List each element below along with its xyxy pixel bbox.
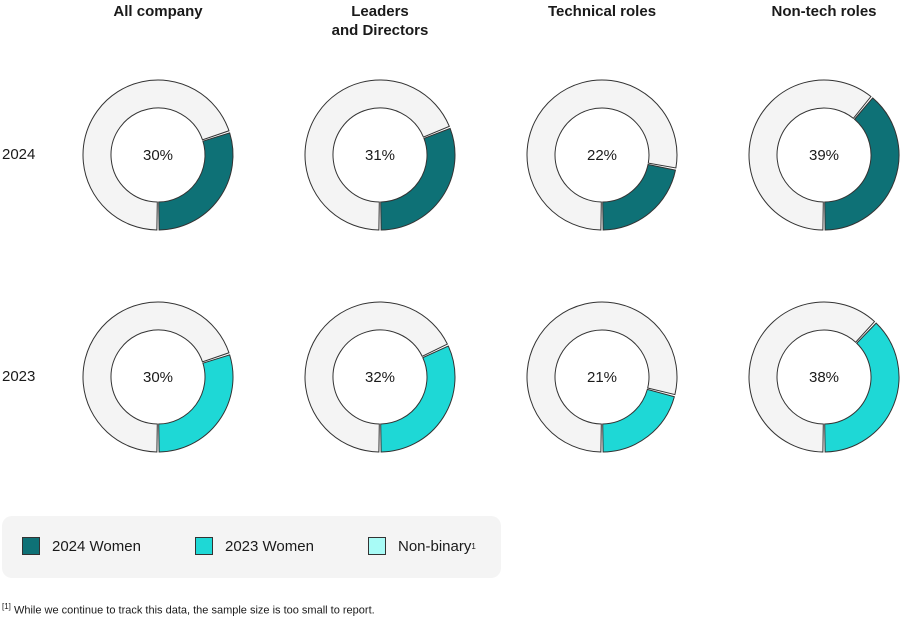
women-segment bbox=[824, 97, 900, 231]
legend-label: 2024 Women bbox=[52, 537, 141, 555]
legend: 2024 Women 2023 Women Non-binary 1 bbox=[2, 516, 501, 578]
value-label: 30% bbox=[143, 369, 173, 386]
women-segment bbox=[602, 388, 675, 453]
remainder-segment bbox=[82, 79, 230, 231]
value-label: 38% bbox=[809, 369, 839, 386]
legend-item-nonbinary: Non-binary 1 bbox=[368, 537, 476, 555]
col-title-0: All company bbox=[113, 3, 203, 20]
donut-2023-2: 21% bbox=[526, 301, 678, 453]
footnote: [1] While we continue to track this data… bbox=[2, 602, 375, 617]
footnote-ref: 1 bbox=[471, 541, 476, 551]
remainder-segment bbox=[304, 301, 449, 453]
donut-grid: 30% 31% 22% 39% 30% 32% 21% 38% bbox=[82, 79, 900, 453]
donut-2023-1: 32% bbox=[304, 301, 456, 453]
legend-label: Non-binary bbox=[398, 537, 472, 555]
women-segment bbox=[380, 127, 456, 231]
row-label-2023: 2023 bbox=[2, 368, 36, 385]
remainder-segment bbox=[748, 301, 876, 453]
donut-2023-0: 30% bbox=[82, 301, 234, 453]
legend-item-2024: 2024 Women bbox=[22, 537, 141, 555]
women-segment bbox=[158, 354, 234, 453]
women-segment bbox=[824, 322, 900, 453]
donut-2024-0: 30% bbox=[82, 79, 234, 231]
col-title-1: Leaders and Directors bbox=[331, 3, 429, 39]
swatch bbox=[22, 537, 40, 555]
remainder-segment bbox=[304, 79, 450, 231]
legend-label: 2023 Women bbox=[225, 537, 314, 555]
donut-2024-2: 22% bbox=[526, 79, 678, 231]
footnote-text: While we continue to track this data, th… bbox=[10, 604, 375, 617]
swatch bbox=[195, 537, 213, 555]
value-label: 31% bbox=[365, 147, 395, 164]
value-label: 32% bbox=[365, 369, 395, 386]
col-title-2: Technical roles bbox=[547, 3, 657, 20]
swatch bbox=[368, 537, 386, 555]
women-segment bbox=[158, 132, 234, 231]
women-segment bbox=[602, 163, 677, 231]
row-label-2024: 2024 bbox=[2, 146, 36, 163]
remainder-segment bbox=[526, 301, 678, 453]
value-label: 30% bbox=[143, 147, 173, 164]
donut-2024-1: 31% bbox=[304, 79, 456, 231]
legend-item-2023: 2023 Women bbox=[195, 537, 314, 555]
value-label: 22% bbox=[587, 147, 617, 164]
women-segment bbox=[380, 345, 456, 453]
donut-2024-3: 39% bbox=[748, 79, 900, 231]
remainder-segment bbox=[82, 301, 230, 453]
value-label: 21% bbox=[587, 369, 617, 386]
value-label: 39% bbox=[809, 147, 839, 164]
remainder-segment bbox=[748, 79, 872, 231]
footnote-marker: [1] bbox=[2, 602, 11, 611]
remainder-segment bbox=[526, 79, 678, 231]
donut-2023-3: 38% bbox=[748, 301, 900, 453]
col-title-3: Non-tech roles bbox=[771, 3, 877, 20]
